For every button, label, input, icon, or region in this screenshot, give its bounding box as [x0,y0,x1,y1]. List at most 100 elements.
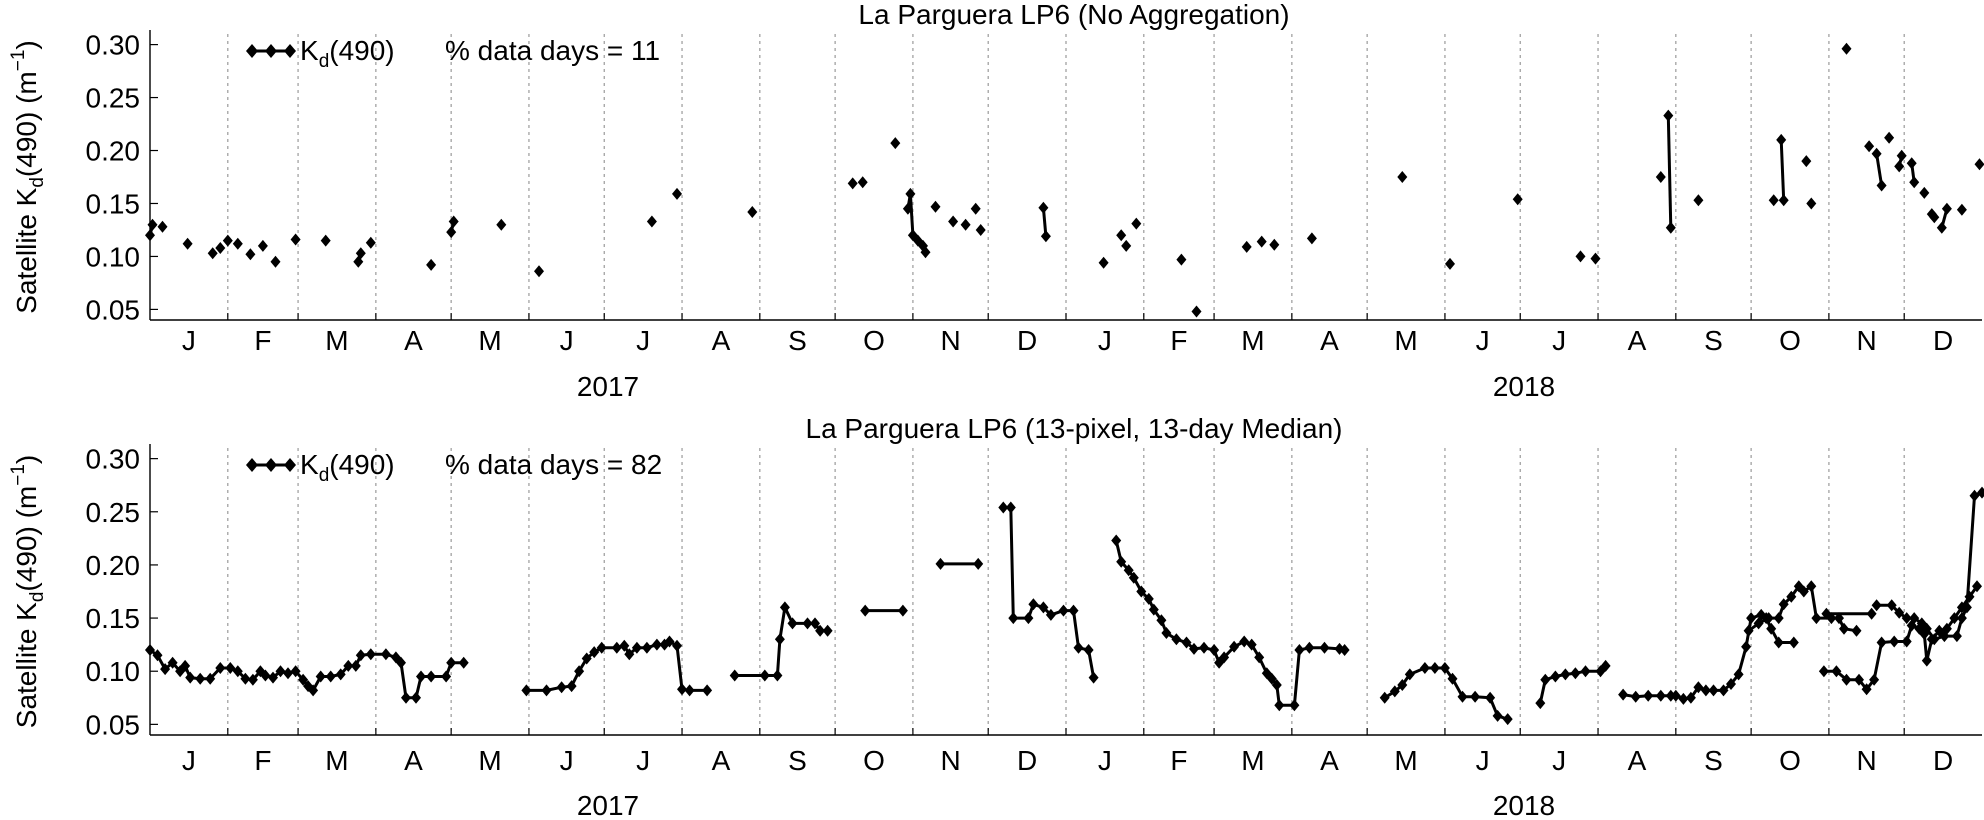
data-point [1733,668,1744,681]
data-point [343,659,354,672]
data-point [1038,601,1049,614]
data-point [1678,692,1689,705]
data-point [1969,489,1980,502]
legend-marker [246,44,258,58]
data-point [1956,612,1967,625]
month-label: J [636,745,650,776]
data-point [157,220,168,233]
data-point [1871,599,1882,612]
data-point [677,683,687,696]
data-point [541,684,552,697]
data-point [1798,585,1809,598]
data-point [1834,612,1844,625]
year-label: 2017 [577,371,639,402]
data-point [1246,638,1257,651]
data-point [496,218,507,231]
data-point [1199,641,1209,654]
data-point [320,234,331,247]
data-point [1121,239,1132,252]
data-point [1256,235,1267,248]
data-point [426,258,437,271]
month-label: S [788,325,807,356]
y-axis-label: Satellite Kd(490) (m−1) [8,40,48,313]
data-point [1894,160,1905,173]
data-point [350,659,361,672]
series-line [1779,139,1786,201]
data-point [1397,679,1408,691]
data-point [857,176,868,189]
data-point [1492,709,1503,722]
legend-marker [246,458,258,472]
data-point [1655,689,1666,702]
legend-marker [284,458,296,472]
data-point [1929,211,1940,224]
month-label: N [940,745,960,776]
month-label: O [863,745,885,776]
data-point [1028,598,1039,611]
data-point [1806,197,1817,210]
data-point [1655,171,1666,183]
month-label: J [1552,745,1566,776]
data-point [1972,580,1982,593]
y-tick-label: 0.05 [86,294,141,325]
data-point [1068,604,1079,617]
data-point [1209,644,1220,656]
data-point [298,673,309,686]
data-point [935,557,946,570]
data-point [232,237,243,250]
data-point [1269,238,1280,251]
data-point [810,617,820,630]
data-point [1939,630,1950,643]
month-label: A [712,745,731,776]
month-label: N [940,325,960,356]
data-point [684,684,695,697]
data-point [1339,644,1350,656]
data-point [534,265,544,278]
data-point [1974,158,1984,171]
data-point [1841,42,1852,55]
data-point [1600,659,1611,672]
data-point [1921,622,1932,635]
data-point [401,691,411,704]
data-point [1445,257,1455,270]
data-point [1083,644,1094,656]
data-point [1766,622,1777,635]
data-point [651,638,662,651]
data-point [1901,612,1912,625]
y-tick-label: 0.10 [86,241,141,272]
y-tick-label: 0.20 [86,550,141,581]
data-point [1909,612,1920,625]
data-point [1864,140,1875,153]
data-point [787,617,798,630]
data-days-annotation: % data days = 11 [445,35,660,66]
data-point [1319,641,1330,654]
data-point [631,641,642,654]
month-label: M [1394,745,1417,776]
data-point [458,656,469,669]
data-point [1871,147,1882,160]
y-tick-label: 0.15 [86,603,141,634]
data-point [1189,642,1199,655]
data-point [1778,194,1789,207]
data-point [1419,662,1430,674]
data-point [448,215,459,228]
y-tick-label: 0.10 [86,656,141,687]
data-point [160,663,171,676]
data-point [521,684,532,697]
month-label: M [1394,325,1417,356]
data-point [1580,665,1591,678]
data-point [619,639,630,652]
data-point [260,669,271,682]
data-point [1884,131,1895,144]
data-point [1181,636,1192,649]
data-point [1274,699,1285,712]
data-point [446,656,457,669]
data-point [1741,640,1752,653]
data-point [759,669,770,682]
data-point [1876,636,1887,649]
data-point [1254,651,1265,664]
data-point [195,672,206,685]
data-point [664,635,675,648]
data-point [1866,607,1877,620]
month-label: J [560,745,574,776]
